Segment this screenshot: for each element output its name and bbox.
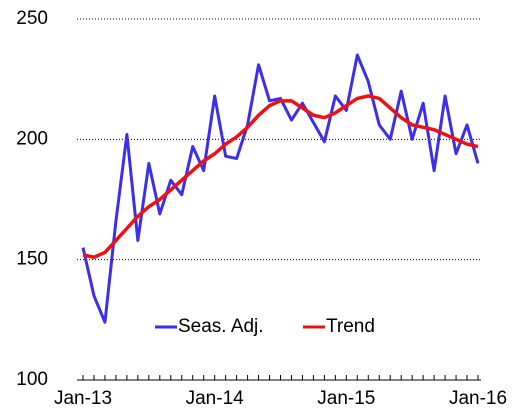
x-tick-label: Jan-16 — [449, 388, 507, 409]
x-tick-label: Jan-15 — [317, 388, 375, 409]
legend-label: Seas. Adj. — [178, 316, 264, 337]
series-line — [81, 53, 480, 324]
y-tick-label: 250 — [16, 8, 48, 29]
x-tick-label: Jan-14 — [186, 388, 245, 409]
legend-label: Trend — [326, 316, 375, 337]
y-tick-label: 150 — [16, 249, 48, 270]
y-tick-label: 200 — [16, 128, 48, 149]
y-tick-label: 100 — [16, 369, 48, 390]
series-line — [82, 94, 479, 260]
x-tick-label: Jan-13 — [54, 388, 112, 409]
